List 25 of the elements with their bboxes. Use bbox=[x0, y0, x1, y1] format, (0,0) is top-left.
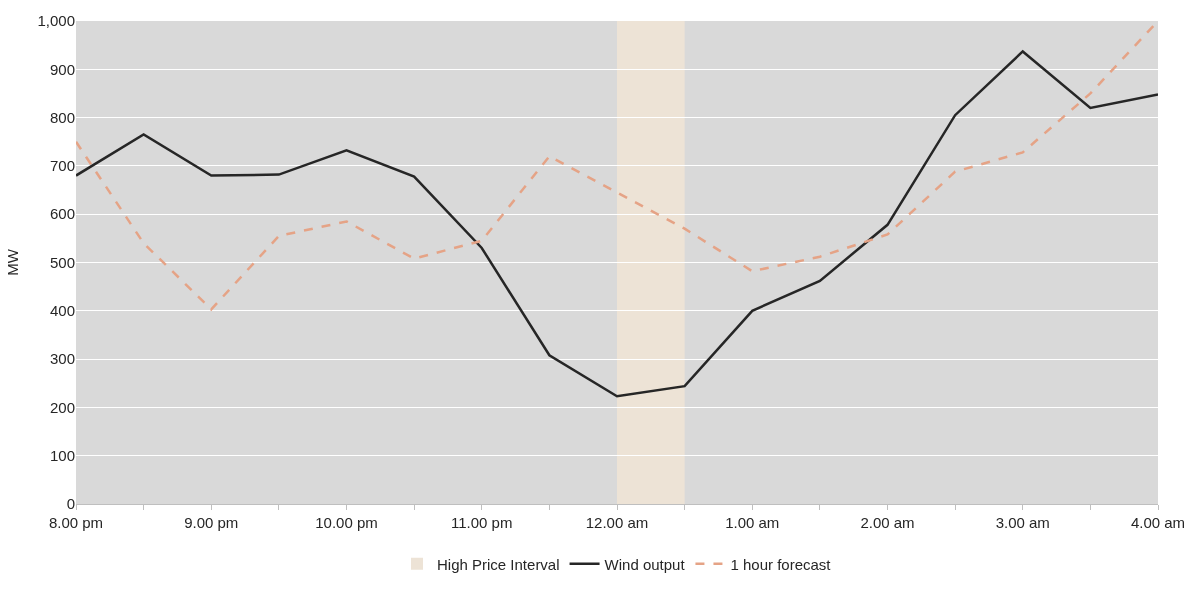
y-tick-label: 300 bbox=[49, 350, 75, 368]
y-tick-label: 500 bbox=[49, 253, 75, 271]
legend-label: 1 hour forecast bbox=[730, 555, 832, 573]
y-tick-label: 200 bbox=[49, 398, 75, 416]
x-tick-label: 1.00 am bbox=[725, 514, 780, 531]
x-tick-label: 12.00 am bbox=[585, 514, 649, 531]
y-tick-label: 100 bbox=[49, 446, 75, 464]
legend-label: High Price Interval bbox=[437, 555, 560, 573]
y-tick-label: 1,000 bbox=[37, 12, 75, 30]
y-axis-title: MW bbox=[3, 248, 21, 276]
x-tick-label: 8.00 pm bbox=[48, 514, 104, 531]
x-tick-label: 10.00 pm bbox=[315, 514, 378, 531]
y-tick-label: 800 bbox=[49, 108, 75, 126]
y-tick-label: 0 bbox=[66, 495, 75, 513]
x-tick-label: 2.00 am bbox=[860, 514, 915, 531]
y-tick-label: 400 bbox=[49, 302, 75, 320]
y-tick-label: 700 bbox=[49, 157, 75, 175]
x-tick-label: 3.00 am bbox=[995, 514, 1050, 531]
x-tick-label: 11.00 pm bbox=[451, 514, 513, 531]
x-tick-label: 4.00 am bbox=[1130, 514, 1186, 531]
line-series bbox=[76, 50, 1158, 398]
y-tick-label: 600 bbox=[49, 205, 75, 223]
y-tick-label: 900 bbox=[49, 60, 75, 78]
legend-label: Wind output bbox=[604, 555, 686, 573]
x-tick-label: 9.00 pm bbox=[184, 514, 239, 531]
